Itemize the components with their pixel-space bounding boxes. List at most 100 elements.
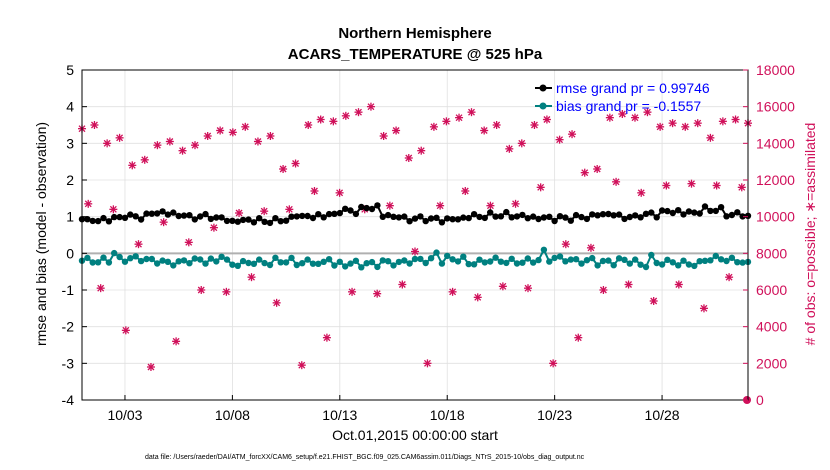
rmse-point bbox=[524, 215, 531, 222]
obs-marker-stroke bbox=[386, 202, 394, 210]
bias-point bbox=[589, 254, 596, 262]
bias-point bbox=[734, 259, 741, 266]
obs-marker bbox=[172, 337, 181, 346]
obs-marker-stroke bbox=[719, 117, 727, 125]
rmse-point bbox=[374, 202, 381, 209]
bias-point bbox=[213, 258, 220, 265]
rmse-point bbox=[530, 213, 537, 220]
bias-point bbox=[599, 257, 607, 265]
bias-point bbox=[116, 253, 123, 261]
bias-point bbox=[197, 256, 204, 263]
left-tick-label: 2 bbox=[66, 172, 74, 188]
obs-marker bbox=[737, 183, 746, 192]
obs-marker bbox=[643, 108, 652, 117]
obs-marker bbox=[115, 133, 124, 142]
obs-marker-stroke bbox=[713, 182, 721, 189]
bias-point bbox=[250, 260, 258, 267]
obs-marker bbox=[260, 207, 269, 216]
obs-marker-stroke bbox=[581, 169, 589, 177]
obs-marker bbox=[731, 115, 740, 124]
bias-point bbox=[669, 259, 676, 266]
rmse-point bbox=[621, 215, 628, 223]
obs-marker-stroke bbox=[279, 165, 287, 173]
bias-point bbox=[401, 257, 408, 264]
obs-marker bbox=[354, 108, 363, 117]
rmse-point bbox=[325, 210, 333, 218]
obs-marker bbox=[505, 144, 514, 153]
bias-point bbox=[648, 251, 655, 259]
rmse-point bbox=[342, 205, 349, 212]
rmse-point bbox=[487, 209, 494, 216]
rmse-point bbox=[223, 217, 231, 225]
rmse-point bbox=[637, 214, 644, 221]
obs-marker bbox=[662, 181, 671, 190]
obs-marker bbox=[153, 141, 162, 150]
rmse-point bbox=[272, 215, 279, 222]
bias-point bbox=[712, 252, 719, 260]
rmse-point bbox=[89, 217, 96, 225]
x-axis-label: Oct.01,2015 00:00:00 start bbox=[332, 427, 498, 443]
plot-frame bbox=[81, 69, 749, 401]
bias-point bbox=[594, 262, 601, 269]
bias-point bbox=[696, 258, 703, 265]
obs-marker-stroke bbox=[160, 218, 168, 226]
rmse-point bbox=[610, 212, 617, 219]
obs-marker-stroke bbox=[392, 127, 400, 134]
rmse-point bbox=[460, 214, 467, 221]
bias-point bbox=[304, 256, 311, 263]
right-tick-label: 16000 bbox=[756, 99, 795, 115]
rmse-point bbox=[197, 213, 204, 220]
obs-marker-stroke bbox=[562, 240, 570, 248]
obs-marker bbox=[272, 298, 281, 307]
chart-title-line2: ACARS_TEMPERATURE @ 525 hPa bbox=[288, 46, 543, 63]
bias-point bbox=[320, 258, 327, 265]
rmse-point bbox=[615, 211, 623, 218]
obs-marker-stroke bbox=[109, 205, 117, 213]
obs-marker-stroke bbox=[675, 281, 683, 288]
bias-point bbox=[508, 255, 515, 262]
bias-point bbox=[701, 257, 709, 264]
obs-marker bbox=[693, 119, 702, 128]
rmse-point bbox=[739, 213, 746, 220]
right-tick-label: 18000 bbox=[756, 62, 795, 78]
obs-marker-stroke bbox=[650, 297, 658, 305]
rmse-point bbox=[438, 219, 446, 226]
bias-point bbox=[546, 258, 553, 265]
obs-marker bbox=[348, 287, 357, 296]
obs-marker bbox=[178, 146, 187, 155]
obs-marker-stroke bbox=[310, 187, 318, 195]
obs-marker-stroke bbox=[398, 281, 406, 288]
obs-marker-stroke bbox=[179, 147, 187, 155]
obs-marker-stroke bbox=[688, 180, 695, 188]
obs-marker bbox=[624, 280, 633, 289]
obs-marker-stroke bbox=[141, 156, 149, 164]
rmse-point bbox=[239, 216, 247, 224]
rmse-point bbox=[406, 218, 413, 225]
obs-marker-stroke bbox=[185, 238, 193, 246]
rmse-point bbox=[363, 204, 370, 212]
bias-point bbox=[379, 257, 386, 264]
rmse-point bbox=[191, 216, 198, 223]
obs-marker-stroke bbox=[292, 160, 300, 167]
rmse-point bbox=[207, 215, 215, 223]
rmse-point bbox=[583, 215, 591, 223]
obs-marker bbox=[498, 282, 507, 291]
obs-marker bbox=[90, 121, 99, 129]
obs-marker-stroke bbox=[574, 334, 582, 342]
obs-marker bbox=[235, 209, 244, 217]
rmse-point bbox=[465, 214, 472, 222]
obs-marker-stroke bbox=[135, 240, 142, 248]
obs-marker-stroke bbox=[348, 288, 356, 296]
bias-point bbox=[272, 254, 279, 261]
bias-point bbox=[427, 255, 435, 262]
obs-marker bbox=[165, 137, 174, 146]
rmse-point bbox=[648, 209, 655, 216]
bias-point bbox=[180, 257, 188, 264]
bias-point bbox=[288, 254, 295, 262]
bias-point bbox=[105, 259, 113, 266]
bias-point bbox=[524, 255, 531, 262]
left-axis-label: rmse and bias (model - observation) bbox=[33, 122, 49, 346]
obs-marker-stroke bbox=[499, 282, 507, 290]
obs-marker-stroke bbox=[84, 200, 92, 208]
